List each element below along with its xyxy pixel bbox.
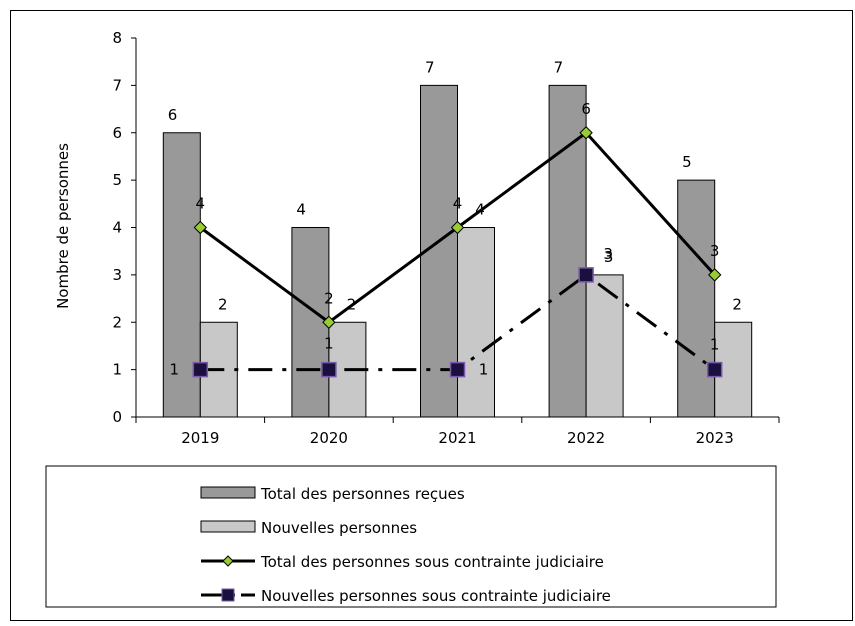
legend-swatch <box>200 486 256 499</box>
y-tick-label: 1 <box>112 361 122 379</box>
point-marker <box>450 220 465 235</box>
legend-swatch <box>200 520 256 533</box>
x-tick-label: 2023 <box>696 429 734 447</box>
point-marker <box>321 361 337 378</box>
legend-box <box>45 465 777 608</box>
y-tick-label: 8 <box>112 29 122 47</box>
legend-marker <box>222 555 234 567</box>
chart-frame: Nombre de personnes 6 4 7 7 5 2 2 4 3 2 0 1 2 3 4 5 6 7 8 2… <box>10 10 853 621</box>
legend-label: Nouvelles personnes <box>261 519 417 537</box>
x-tick-label: 2021 <box>438 429 476 447</box>
point-label: 3 <box>603 245 613 263</box>
point-marker <box>706 361 723 378</box>
point-marker <box>707 268 722 282</box>
plot-area: 6 4 7 7 5 2 2 4 3 2 0 1 2 3 4 5 6 7 8 2019 2020 2021 2022 2023 4… <box>112 29 780 447</box>
bar-label: 3 <box>604 248 614 266</box>
point-label: 2 <box>324 289 334 307</box>
bar-total-2022 <box>548 84 587 418</box>
y-axis-label: Nombre de personnes <box>54 143 72 309</box>
point-marker <box>193 220 208 235</box>
point-label: 1 <box>710 336 720 354</box>
legend-marker <box>221 588 235 602</box>
bar-total-2023 <box>677 179 716 418</box>
legend-item: Total des personnes sous contrainte judi… <box>201 553 604 571</box>
point-label: 4 <box>453 195 463 213</box>
point-marker <box>578 267 594 283</box>
point-label: 4 <box>196 195 206 213</box>
y-tick-label: 2 <box>112 313 122 331</box>
y-tick-label: 7 <box>112 76 122 94</box>
x-tick-label: 2019 <box>181 429 219 447</box>
legend-item: Total des personnes reçues <box>200 485 465 503</box>
point-marker <box>579 126 593 140</box>
bar-label: 5 <box>682 153 692 171</box>
point-marker <box>449 361 466 378</box>
bar-label: 6 <box>168 106 178 124</box>
legend-label: Total des personnes reçues <box>260 485 465 503</box>
y-tick-label: 6 <box>112 124 122 142</box>
point-label: 1 <box>479 361 489 379</box>
bar-label: 7 <box>554 58 564 76</box>
bar-nouvelles-2021 <box>457 227 495 418</box>
y-tick-label: 5 <box>112 171 122 189</box>
legend: Total des personnes reçues Nouvelles pers… <box>200 485 611 605</box>
legend-label: Total des personnes sous contrainte judi… <box>260 553 604 571</box>
legend-item: Nouvelles personnes <box>200 519 417 537</box>
legend-item: Nouvelles personnes sous contrainte judi… <box>201 587 611 605</box>
x-tick-label: 2020 <box>310 429 348 447</box>
point-marker <box>192 361 209 378</box>
point-label: 6 <box>581 100 591 118</box>
bar-label: 2 <box>732 295 742 313</box>
bar-label: 2 <box>218 295 228 313</box>
point-label: 3 <box>710 242 720 260</box>
x-tick-label: 2022 <box>567 429 605 447</box>
bar-label: 7 <box>425 58 435 76</box>
point-label: 1 <box>170 361 180 379</box>
chart: Nombre de personnes 6 4 7 7 5 2 2 4 3 2 0 1 2 3 4 5 6 7 8 2… <box>45 29 780 608</box>
point-label: 1 <box>324 335 334 353</box>
y-tick-label: 0 <box>112 408 122 426</box>
bar-label: 4 <box>296 201 306 219</box>
y-tick-label: 4 <box>112 219 122 237</box>
y-tick-label: 3 <box>112 266 122 284</box>
legend-label: Nouvelles personnes sous contrainte judi… <box>261 587 611 605</box>
point-marker <box>322 315 336 329</box>
